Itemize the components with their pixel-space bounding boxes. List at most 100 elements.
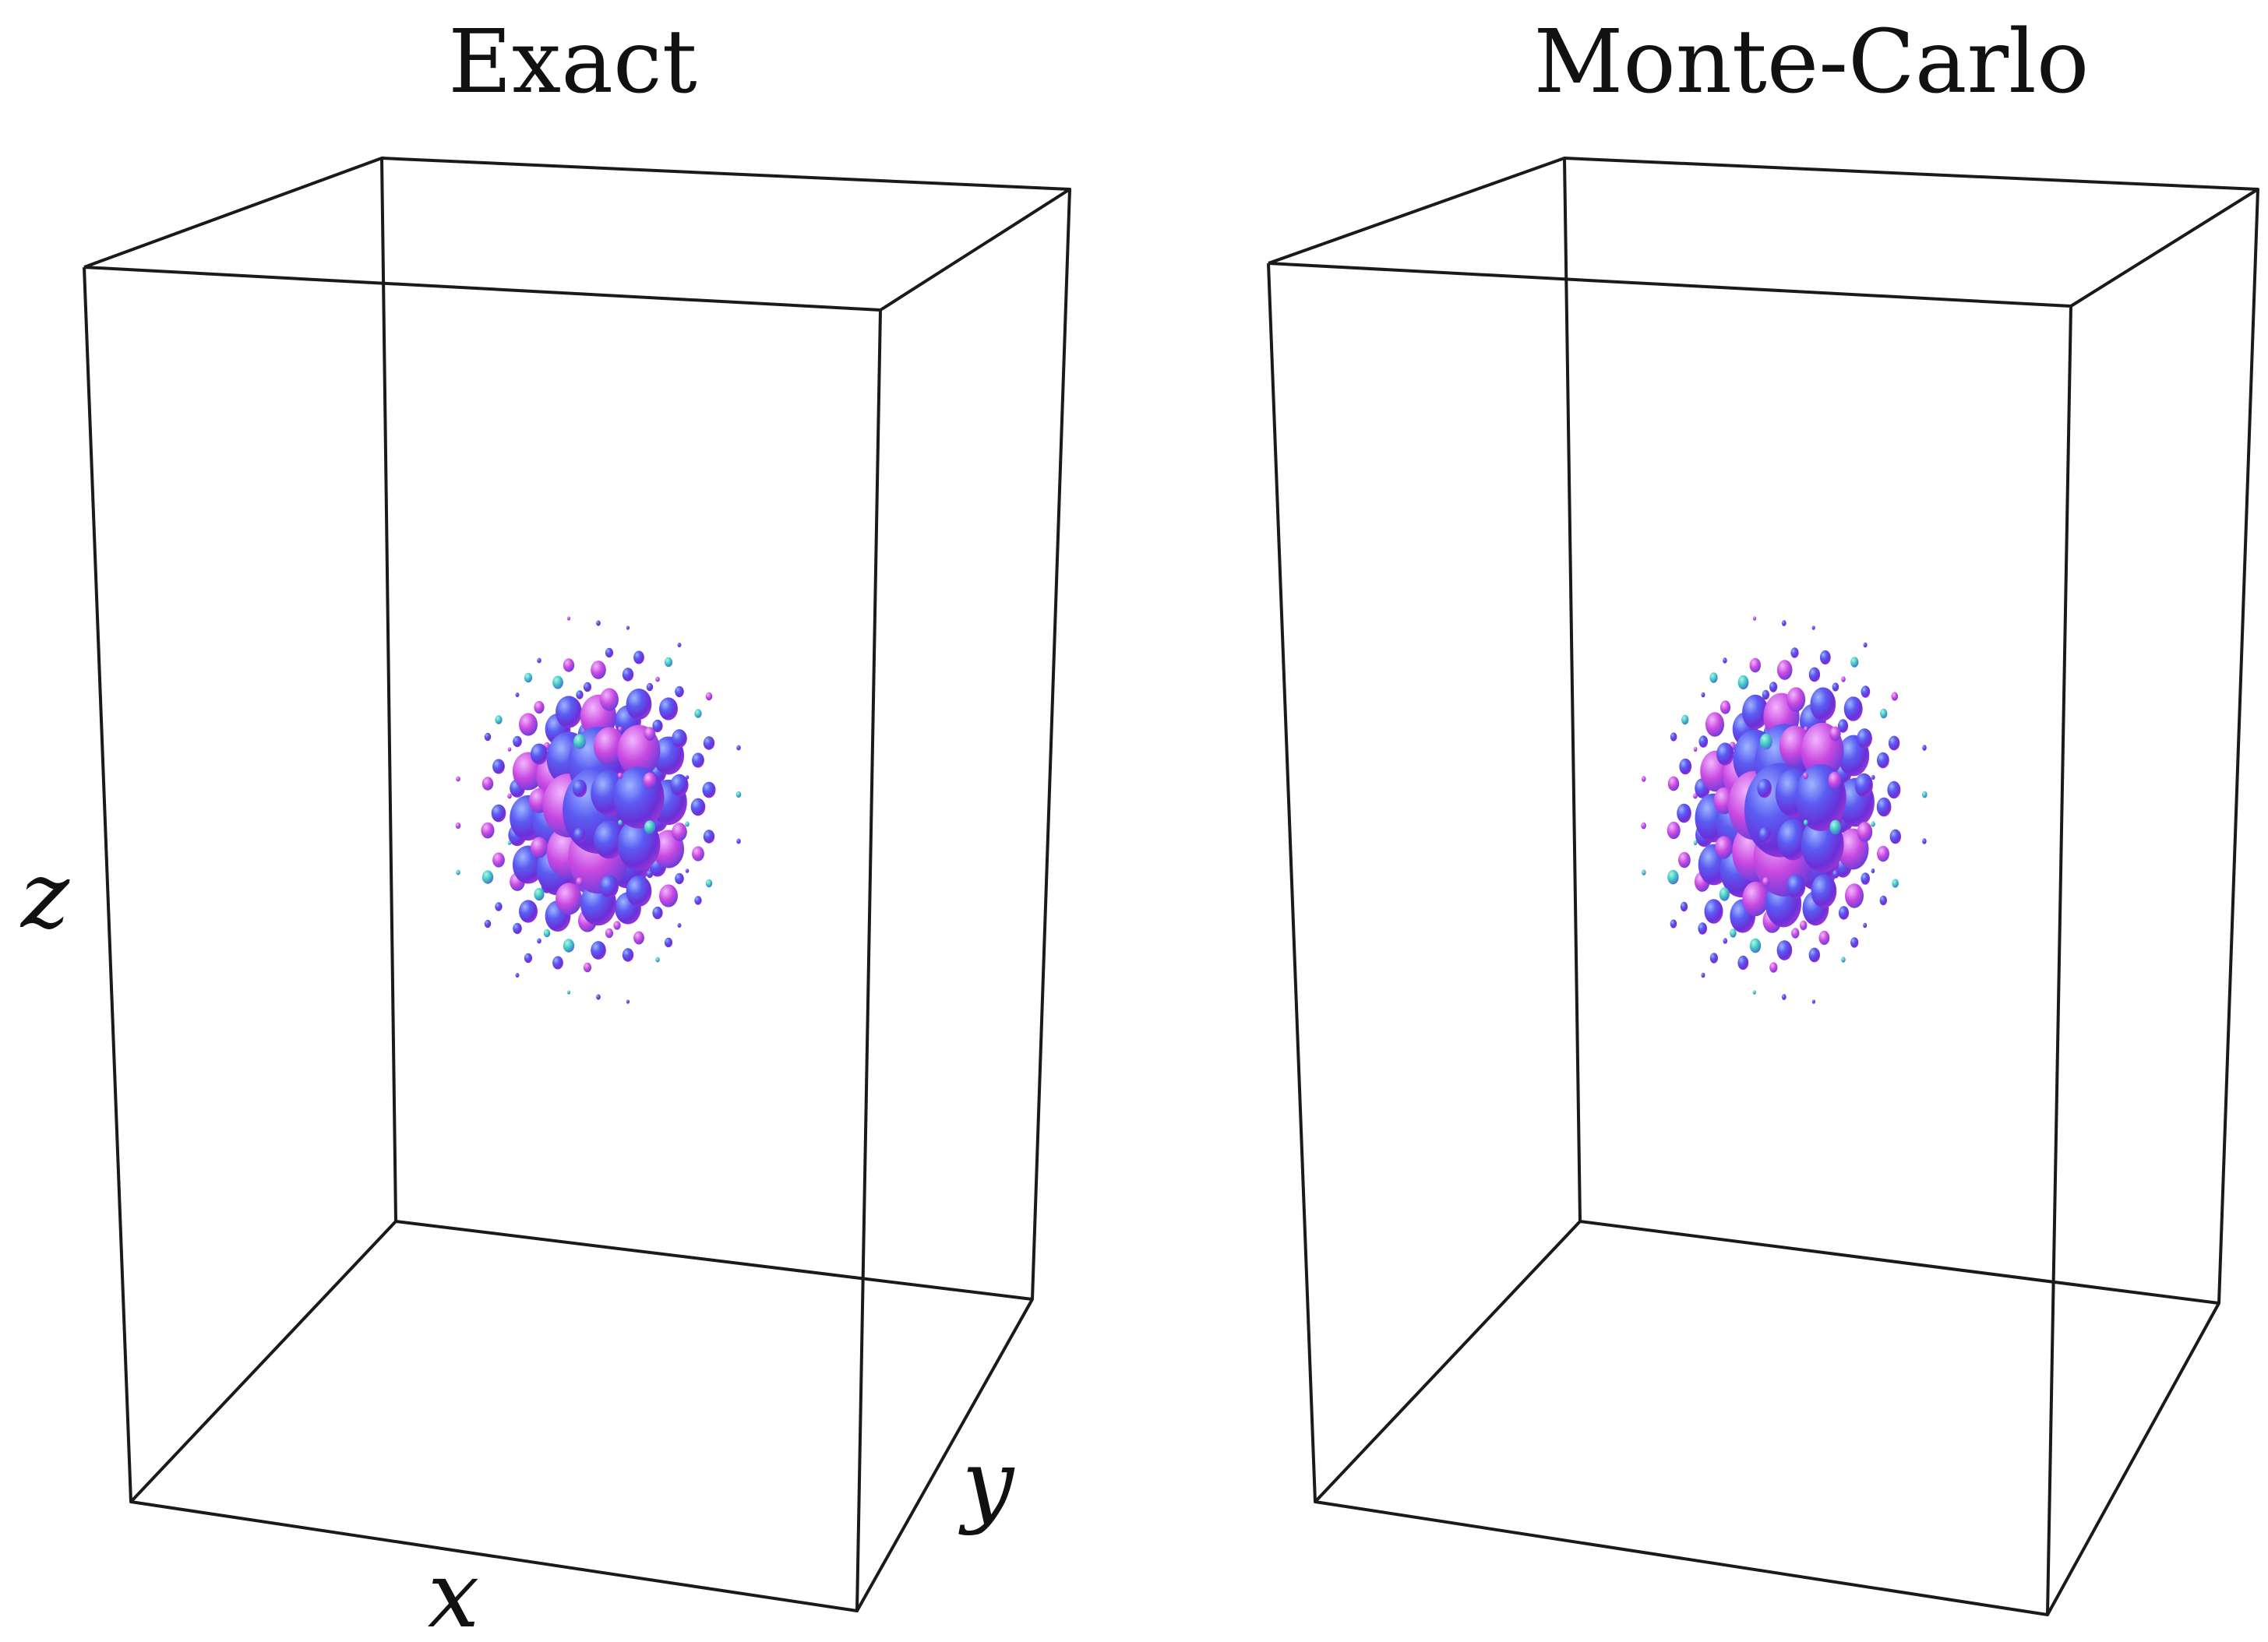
ellipsoid-mark — [626, 999, 630, 1004]
ellipsoid-mark — [596, 994, 601, 1000]
ellipsoid-mark — [1854, 773, 1873, 798]
ellipsoid-mark — [1877, 845, 1889, 862]
ellipsoid-mark — [524, 953, 533, 964]
ellipsoid-mark — [1841, 676, 1846, 682]
ellipsoid-mark — [646, 869, 654, 879]
ellipsoid-mark — [736, 745, 741, 751]
ellipsoid-mark — [573, 734, 586, 749]
ellipsoid-mark — [481, 870, 494, 884]
panel-title-exact: Exact — [448, 12, 697, 113]
ellipsoid-mark — [543, 928, 551, 938]
ellipsoid-mark — [537, 657, 541, 664]
ellipsoid-mark — [1680, 901, 1688, 912]
ellipsoid-mark — [1861, 872, 1870, 885]
ellipsoid-mark — [1678, 851, 1691, 869]
ellipsoid-mark — [703, 736, 715, 750]
ellipsoid-mark — [1800, 920, 1808, 931]
ellipsoid-mark — [519, 713, 538, 736]
ellipsoid-mark — [563, 658, 575, 672]
ellipsoid-mark — [644, 820, 656, 834]
ellipsoid-mark — [1811, 999, 1815, 1004]
ellipsoid-mark — [618, 726, 623, 732]
ellipsoid-mark — [1642, 869, 1646, 876]
ellipsoid-mark — [515, 973, 520, 978]
ellipsoid-mark — [626, 876, 652, 907]
ellipsoid-mark — [1758, 826, 1772, 844]
ellipsoid-mark — [705, 692, 713, 701]
ellipsoid-mark — [1850, 657, 1859, 668]
ellipsoid-mark — [1730, 928, 1737, 938]
ellipsoid-mark — [664, 657, 673, 668]
ellipsoid-mark — [491, 804, 506, 823]
ellipsoid-mark — [495, 715, 503, 724]
ellipsoid-mark — [1762, 689, 1770, 700]
ellipsoid-mark — [677, 923, 682, 928]
ellipsoid-mark — [519, 900, 538, 923]
ellipsoid-mark — [484, 919, 492, 928]
box-exact-back-vertical — [380, 157, 1033, 1301]
ellipsoid-mark — [1701, 692, 1705, 698]
ellipsoid-mark — [1742, 881, 1769, 917]
ellipsoid-mark — [1876, 797, 1892, 817]
ellipsoid-mark — [1808, 667, 1821, 682]
ellipsoid-mark — [670, 773, 689, 797]
ellipsoid-mark — [583, 682, 592, 692]
ellipsoid-mark — [1698, 922, 1707, 935]
ellipsoid-mark — [1667, 869, 1679, 885]
ellipsoid-mark — [1808, 947, 1820, 963]
box-exact-back-bottom — [129, 1220, 397, 1503]
box-mc-top-back — [1268, 157, 2259, 308]
ellipsoid-mark — [1716, 742, 1734, 766]
ellipsoid-mark — [1723, 938, 1728, 944]
ellipsoid-mark — [1819, 650, 1831, 665]
ellipsoid-mark — [1838, 906, 1850, 920]
ellipsoid-mark — [605, 928, 614, 939]
ellipsoid-mark — [1892, 879, 1899, 888]
ellipsoid-mark — [643, 772, 657, 789]
ellipsoid-mark — [1762, 876, 1770, 887]
ellipsoid-mark — [1888, 735, 1900, 751]
ellipsoid-mark — [735, 791, 742, 798]
ellipsoid-mark — [1776, 940, 1793, 960]
ellipsoid-mark — [507, 793, 512, 799]
ellipsoid-mark — [1880, 708, 1888, 719]
ellipsoid-mark — [1889, 829, 1901, 844]
ellipsoid-mark — [1681, 714, 1689, 725]
ellipsoid-mark — [563, 939, 575, 953]
ellipsoid-mark — [655, 676, 660, 682]
ellipsoid-mark — [1752, 616, 1757, 621]
ellipsoid-mark — [1891, 692, 1899, 701]
ellipsoid-mark — [659, 884, 678, 907]
ellipsoid-lattice-exact — [455, 616, 742, 1004]
ellipsoid-mark — [1803, 772, 1808, 780]
ellipsoid-mark — [690, 798, 706, 816]
box-mc-front — [1267, 262, 2072, 1616]
ellipsoid-mark — [622, 948, 634, 962]
panel-title-monte-carlo: Monte-Carlo — [1534, 12, 2090, 113]
ellipsoid-mark — [583, 962, 592, 973]
ellipsoid-mark — [685, 821, 690, 827]
ellipsoid-mark — [1832, 869, 1839, 879]
ellipsoid-mark — [552, 956, 563, 970]
ellipsoid-mark — [1803, 819, 1808, 826]
ellipsoid-mark — [576, 877, 584, 886]
ellipsoid-mark — [572, 779, 587, 798]
ellipsoid-mark — [1832, 682, 1839, 692]
ellipsoid-mark — [1677, 803, 1691, 823]
ellipsoid-mark — [593, 820, 626, 859]
ellipsoid-mark — [1670, 732, 1677, 742]
ellipsoid-mark — [1863, 642, 1868, 648]
ellipsoid-mark — [566, 616, 571, 621]
ellipsoid-mark — [1701, 972, 1705, 978]
ellipsoid-mark — [1742, 694, 1769, 730]
ellipsoid-mark — [507, 747, 512, 752]
ellipsoid-mark — [1787, 874, 1806, 899]
ellipsoid-mark — [1641, 822, 1646, 830]
ellipsoid-mark — [1723, 657, 1727, 664]
ellipsoid-mark — [1757, 778, 1772, 798]
ellipsoid-mark — [1871, 821, 1875, 827]
ellipsoid-mark — [672, 729, 687, 748]
ellipsoid-mark — [1863, 922, 1868, 928]
box-exact-top-back — [83, 157, 1071, 312]
